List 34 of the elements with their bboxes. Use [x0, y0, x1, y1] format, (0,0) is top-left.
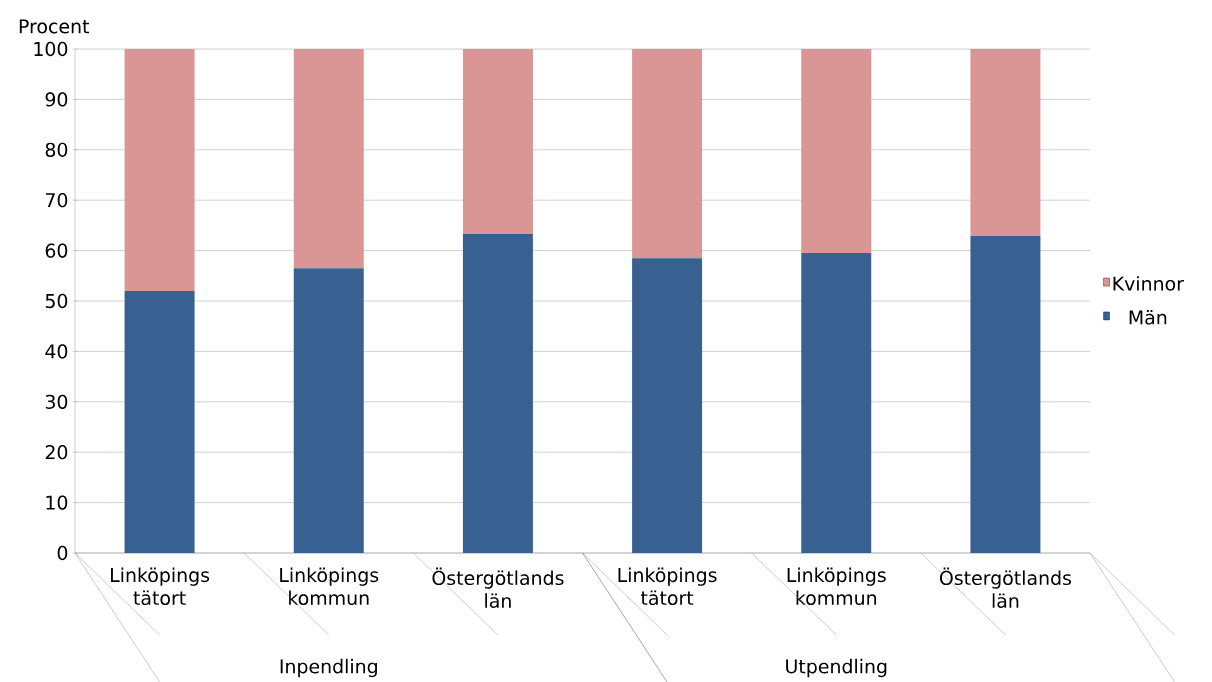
y-tick-label: 30 — [45, 394, 68, 409]
y-tick-label: 100 — [34, 41, 68, 57]
y-tick-label: 20 — [45, 445, 68, 460]
bar — [970, 49, 1041, 236]
bar — [970, 235, 1041, 553]
y-tick-label: 10 — [46, 495, 68, 510]
bar — [124, 290, 195, 553]
x-tick-label: Östergötlands län — [432, 567, 564, 608]
bar — [801, 253, 872, 553]
y-tick-label: 60 — [45, 243, 68, 258]
bar — [801, 49, 872, 254]
bar — [293, 268, 364, 553]
bar — [632, 258, 703, 553]
x-tick-label: Linköpings kommun — [280, 567, 379, 606]
x-tick-label: Linköpings kommun — [787, 567, 886, 606]
y-tick-label: 90 — [45, 92, 68, 107]
bar — [462, 233, 533, 553]
bar — [293, 49, 364, 269]
y-tick-label: 40 — [45, 344, 68, 359]
text: Utpendling — [786, 658, 887, 678]
bar — [124, 49, 195, 291]
x-tick-label: Linköpings tätort — [618, 567, 717, 606]
x-tick-label: Östergötlands län — [939, 567, 1072, 608]
y-tick-label: 70 — [45, 193, 68, 208]
y-axis-title: Procent — [19, 19, 90, 34]
bar — [462, 49, 533, 234]
y-tick-label: 80 — [45, 142, 68, 157]
y-tick-label: 50 — [45, 293, 68, 309]
legend-label: Kvinnor — [1113, 276, 1184, 291]
bar — [632, 49, 703, 259]
text: Inpendling — [280, 658, 377, 678]
y-tick-label: 0 — [57, 545, 68, 561]
legend-label: Män — [1129, 310, 1167, 325]
x-tick-label: Linköpings tätort — [111, 567, 210, 606]
